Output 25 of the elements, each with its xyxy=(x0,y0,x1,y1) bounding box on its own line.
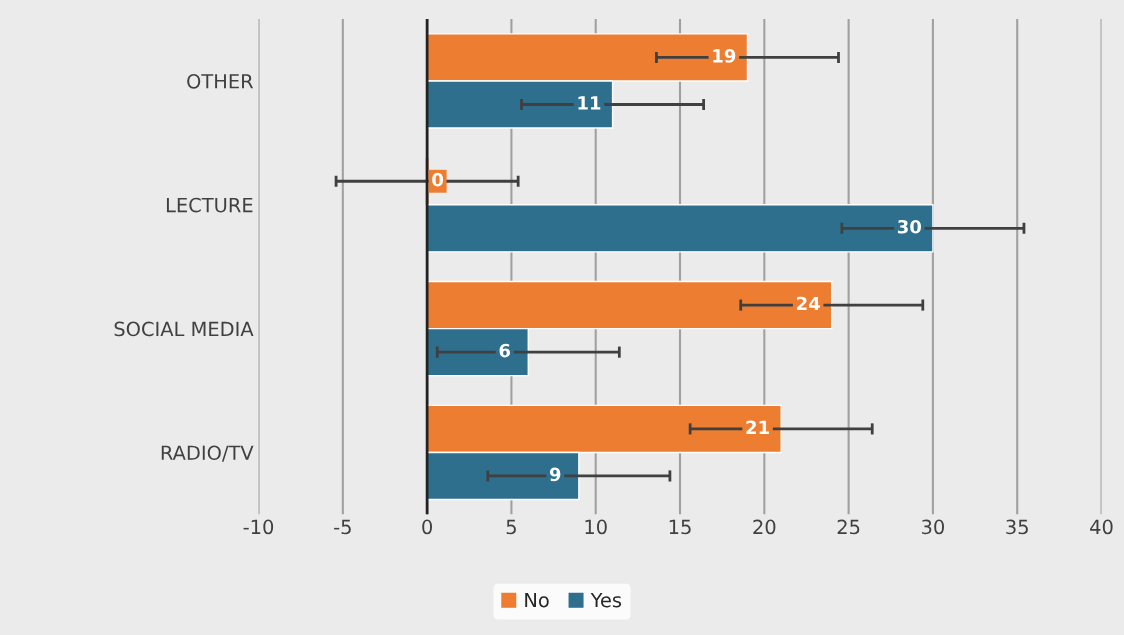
x-tick-label: -10 xyxy=(243,519,274,535)
data-label: 19 xyxy=(713,49,736,63)
x-tick-label: 15 xyxy=(669,519,691,535)
x-tick-label: 25 xyxy=(837,519,860,535)
x-tick-label: 40 xyxy=(1090,519,1113,535)
y-tick-label: SOCIAL MEDIA xyxy=(114,321,254,337)
data-label: 24 xyxy=(797,296,820,311)
y-tick-label: OTHER xyxy=(187,73,254,89)
x-tick-label: 5 xyxy=(506,519,516,535)
x-tick-label: 0 xyxy=(422,519,433,535)
x-tick-label: -5 xyxy=(334,519,351,535)
legend-label: No xyxy=(525,592,549,608)
data-label: 0 xyxy=(432,172,444,187)
data-label: 21 xyxy=(746,420,769,434)
x-tick-label: 20 xyxy=(753,519,776,535)
y-tick-label: LECTURE xyxy=(166,197,253,213)
y-tick-label: RADIO/TV xyxy=(161,445,254,462)
legend-label: Yes xyxy=(590,592,622,608)
data-label: 11 xyxy=(578,96,601,110)
data-label: 30 xyxy=(897,219,922,234)
data-label: 9 xyxy=(549,467,561,482)
data-label: 6 xyxy=(499,343,510,358)
x-tick-label: 30 xyxy=(922,519,944,535)
x-tick-label: 35 xyxy=(1006,519,1028,535)
x-tick-label: 10 xyxy=(585,519,607,535)
